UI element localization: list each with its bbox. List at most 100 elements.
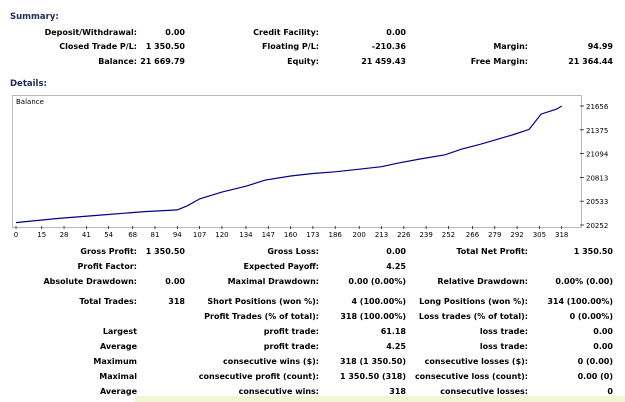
largest-loss-trade-label: loss trade: [479,327,528,336]
total-net-profit-label: Total Net Profit: [456,247,528,256]
maximal-consecutive-profit-label: consecutive profit (count): [198,372,319,381]
avg-consecutive-wins-value: 318 [389,387,406,396]
largest-loss-trade-value: 0.00 [593,327,613,336]
total-net-profit-value: 1 350.50 [573,247,613,256]
short-positions-value: 4 (100.00%) [351,297,406,306]
expected-payoff-value: 4.25 [386,262,406,271]
x-tick-label: 147 [262,231,275,239]
average-loss-trade-value: 0.00 [593,342,613,351]
x-tick-label: 279 [488,231,501,239]
x-tick-label: 120 [215,231,228,239]
largest-label: Largest [102,327,137,336]
x-tick-label: 94 [173,231,182,239]
deposit-value: 0.00 [165,28,185,37]
y-tick-label: 20813 [586,174,608,182]
x-tick-label: 213 [375,231,388,239]
maximum-label: Maximum [93,357,137,366]
equity-label: Equity: [287,57,319,66]
max-consecutive-wins-label: consecutive wins ($): [222,357,319,366]
short-positions-label: Short Positions (won %): [207,297,319,306]
average-consecutive-label: Average [99,387,137,396]
gross-profit-value: 1 350.50 [145,247,185,256]
long-positions-value: 314 (100.00%) [547,297,613,306]
x-tick-label: 134 [239,231,253,239]
loss-trades-value: 0 (0.00%) [569,312,613,321]
equity-value: 21 459.43 [361,57,406,66]
x-tick-label: 200 [353,231,366,239]
y-tick-label: 20533 [586,198,608,206]
credit-facility-value: 0.00 [386,28,406,37]
x-tick-label: 68 [128,231,137,239]
y-tick-label: 20252 [586,222,608,230]
expected-payoff-label: Expected Payoff: [243,262,319,271]
x-tick-label: 15 [37,231,46,239]
absolute-drawdown-value: 0.00 [165,277,185,286]
x-tick-label: 266 [466,231,480,239]
x-tick-label: 318 [555,231,568,239]
gross-profit-label: Gross Profit: [80,247,137,256]
absolute-drawdown-label: Absolute Drawdown: [43,277,137,286]
avg-consecutive-losses-label: consecutive losses: [440,387,528,396]
balance-label: Balance: [98,57,137,66]
average-profit-trade-label: profit trade: [263,342,319,351]
balance-value: 21 669.79 [140,57,185,66]
chart-legend: Balance [16,98,44,106]
max-consecutive-wins-value: 318 (1 350.50) [339,357,406,366]
x-tick-label: 28 [60,231,69,239]
avg-consecutive-losses-value: 0 [607,387,613,396]
maximal-consecutive-loss-value: 0.00 (0) [577,372,613,381]
free-margin-value: 21 364.44 [568,57,613,66]
maximal-label: Maximal [99,372,137,381]
chart-axes: 0 15 28 41 54 68 81 94 107 120 134 147 160 173 186 200 2… [14,103,609,239]
x-tick-label: 292 [510,231,523,239]
loss-trades-label: Loss trades (% of total): [418,312,528,321]
gross-loss-value: 0.00 [386,247,406,256]
x-tick-label: 41 [82,231,91,239]
maximal-drawdown-value: 0.00 (0.00%) [348,277,406,286]
credit-facility-label: Credit Facility: [253,28,319,37]
maximal-consecutive-loss-label: consecutive loss (count): [414,372,528,381]
summary-heading: Summary: [10,12,59,22]
x-tick-label: 54 [104,231,113,239]
floating-pl-label: Floating P/L: [262,42,319,51]
x-tick-label: 107 [193,231,206,239]
total-trades-label: Total Trades: [79,297,137,306]
x-tick-label: 239 [419,231,432,239]
average-profit-trade-value: 4.25 [386,342,406,351]
max-consecutive-losses-value: 0 (0.00) [577,357,613,366]
margin-value: 94.99 [587,42,613,51]
x-tick-label: 173 [306,231,319,239]
highlight-strip [135,396,625,402]
details-heading: Details: [10,79,47,89]
closed-trade-pl-value: 1 350.50 [145,42,185,51]
relative-drawdown-value: 0.00% (0.00) [555,277,613,286]
x-tick-label: 305 [533,231,546,239]
balance-chart [12,95,582,228]
floating-pl-value: -210.36 [371,42,406,51]
avg-consecutive-wins-label: consecutive wins: [238,387,319,396]
profit-factor-label: Profit Factor: [77,262,137,271]
gross-loss-label: Gross Loss: [267,247,319,256]
closed-trade-pl-label: Closed Trade P/L: [59,42,137,51]
max-consecutive-losses-label: consecutive losses ($): [424,357,528,366]
average-loss-trade-label: loss trade: [479,342,528,351]
balance-series-line [15,105,563,224]
profit-trades-value: 318 (100.00%) [340,312,406,321]
x-tick-label: 81 [151,231,160,239]
maximal-consecutive-profit-value: 1 350.50 (318) [339,372,406,381]
profit-trades-label: Profit Trades (% of total): [204,312,319,321]
deposit-label: Deposit/Withdrawal: [44,28,137,37]
x-tick-label: 160 [284,231,297,239]
x-tick-label: 0 [14,231,18,239]
y-tick-label: 21094 [586,151,609,159]
total-trades-value: 318 [168,297,185,306]
relative-drawdown-label: Relative Drawdown: [437,277,528,286]
margin-label: Margin: [493,42,528,51]
largest-profit-trade-value: 61.18 [380,327,406,336]
free-margin-label: Free Margin: [470,57,528,66]
y-tick-label: 21656 [586,103,609,111]
average-label: Average [99,342,137,351]
maximal-drawdown-label: Maximal Drawdown: [227,277,319,286]
x-tick-label: 186 [328,231,342,239]
x-tick-label: 252 [442,231,455,239]
